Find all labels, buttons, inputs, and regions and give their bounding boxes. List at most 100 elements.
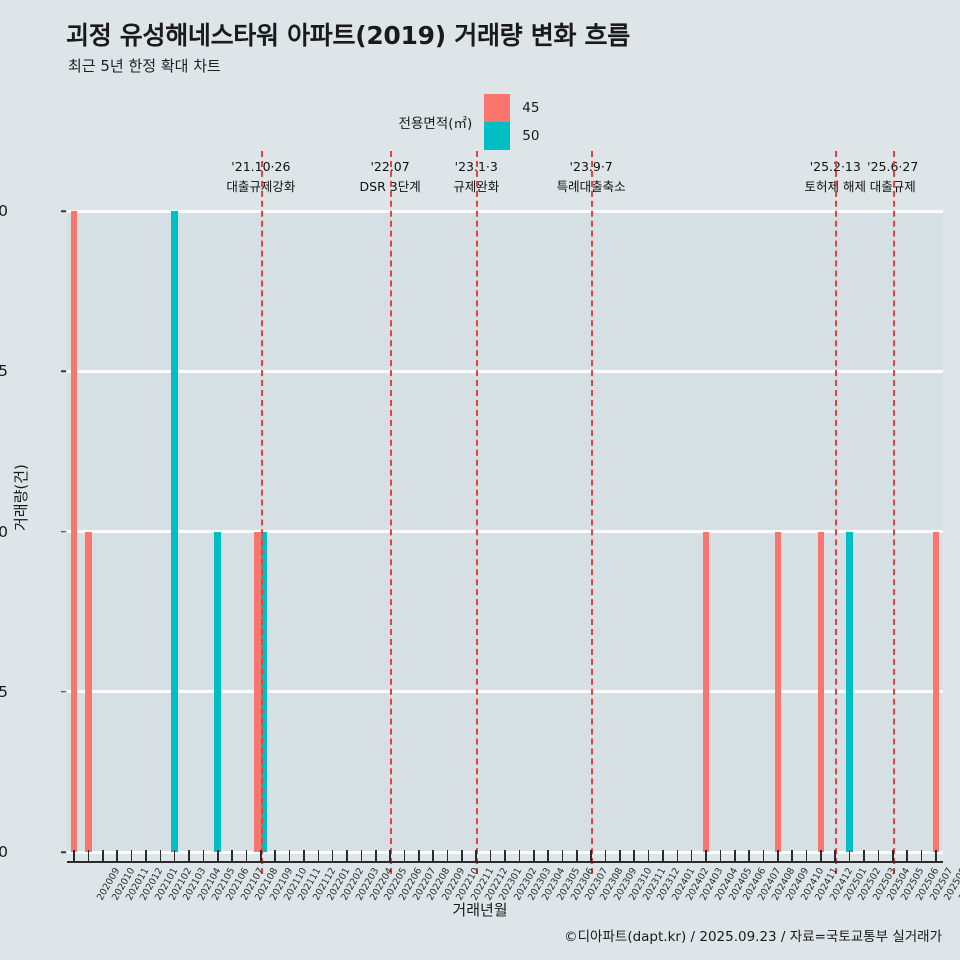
x-tick-mark	[848, 850, 851, 861]
x-tick-mark	[518, 850, 521, 861]
gridline	[67, 209, 943, 213]
y-tick-mark	[61, 691, 66, 693]
y-tick-mark	[61, 530, 66, 533]
legend-title: 전용면적(㎡)	[398, 116, 473, 132]
bar[interactable]	[846, 531, 853, 852]
y-tick-mark	[61, 210, 66, 212]
y-tick-label: 1.5	[0, 362, 8, 381]
x-tick-mark	[288, 850, 291, 861]
legend-item-45[interactable]: 45	[484, 94, 561, 122]
event-line-202207	[390, 151, 393, 874]
bar[interactable]	[702, 531, 710, 852]
x-tick-mark	[705, 850, 707, 861]
x-tick-mark	[590, 850, 592, 861]
x-tick-mark	[935, 850, 937, 861]
x-tick-mark	[418, 850, 420, 861]
x-tick-mark	[619, 850, 621, 861]
x-tick-mark	[690, 850, 693, 861]
x-tick-mark	[662, 850, 664, 861]
x-tick-mark	[733, 850, 736, 861]
x-tick-mark	[748, 850, 750, 861]
y-tick-label: 0.5	[0, 682, 8, 701]
x-tick-mark	[805, 850, 808, 861]
x-tick-mark	[504, 850, 506, 861]
x-tick-mark	[374, 850, 377, 861]
annotation-date: '25.2·13	[809, 159, 861, 174]
x-tick-mark	[216, 850, 219, 861]
x-tick-mark	[73, 850, 75, 861]
x-tick-mark	[676, 850, 679, 861]
bar[interactable]	[254, 531, 261, 852]
y-tick-mark	[61, 370, 66, 372]
x-tick-mark	[719, 850, 722, 861]
bar[interactable]	[70, 211, 78, 852]
x-axis-line	[67, 861, 943, 863]
x-tick-mark	[489, 850, 492, 861]
x-tick-mark	[130, 850, 133, 861]
x-tick-mark	[331, 850, 334, 861]
bar[interactable]	[214, 531, 222, 852]
bar[interactable]	[817, 531, 825, 852]
x-tick-mark	[920, 850, 923, 861]
legend-label-50: 50	[522, 128, 540, 144]
x-tick-mark	[604, 850, 607, 861]
x-tick-mark	[561, 850, 564, 861]
x-tick-mark	[576, 850, 578, 861]
x-tick-mark	[102, 850, 104, 861]
x-tick-mark	[231, 850, 233, 861]
bar[interactable]	[774, 531, 782, 852]
x-tick-mark	[547, 850, 549, 861]
y-tick-label: 0.0	[0, 843, 8, 861]
x-tick-mark	[633, 850, 636, 861]
y-tick-mark	[61, 851, 66, 853]
x-tick-mark	[906, 850, 908, 861]
x-tick-mark	[145, 850, 147, 861]
chart-subtitle: 최근 5년 한정 확대 차트	[68, 57, 221, 75]
gridline	[67, 369, 943, 373]
x-tick-mark	[820, 850, 822, 861]
x-axis-title: 거래년월	[452, 901, 508, 919]
x-tick-mark	[202, 850, 205, 861]
annotation-text: 대출규제	[869, 179, 916, 194]
x-tick-mark	[475, 850, 478, 861]
bar[interactable]	[932, 531, 940, 852]
legend-swatch-45	[484, 94, 511, 122]
gridline	[67, 690, 943, 694]
x-tick-mark	[274, 850, 277, 861]
legend-items: 45 50	[484, 94, 561, 150]
event-line-202502	[835, 151, 838, 874]
event-line-202110	[260, 151, 263, 874]
event-line-202301	[476, 151, 479, 874]
x-tick-mark	[432, 850, 434, 861]
x-tick-mark	[260, 850, 262, 861]
page-title: 괴정 유성해네스타워 아파트(2019) 거래량 변화 흐름	[66, 21, 630, 50]
bar[interactable]	[85, 531, 92, 852]
x-tick-mark	[173, 850, 176, 861]
x-tick-mark	[834, 850, 837, 861]
chart-legend: 전용면적(㎡) 45 50	[0, 94, 960, 150]
x-tick-mark	[777, 850, 779, 861]
footer-credit: ©디아파트(dapt.kr) / 2025.09.23 / 자료=국토교통부 실…	[564, 929, 942, 945]
y-axis-title: 거래량(건)	[12, 464, 30, 531]
x-tick-mark	[403, 850, 406, 861]
x-tick-mark	[532, 850, 535, 861]
legend-swatch-50	[484, 122, 511, 150]
x-tick-mark	[188, 850, 190, 861]
x-tick-mark	[877, 850, 880, 861]
x-tick-mark	[647, 850, 650, 861]
bar[interactable]	[171, 211, 178, 852]
x-tick-mark	[891, 850, 894, 861]
x-tick-mark	[116, 850, 119, 861]
bar[interactable]	[260, 531, 268, 852]
y-tick-label: 1.0	[0, 522, 8, 541]
x-tick-mark	[346, 850, 348, 861]
x-tick-mark	[446, 850, 449, 861]
legend-item-50[interactable]: 50	[484, 122, 561, 150]
plot-area	[67, 151, 943, 874]
x-tick-mark	[461, 850, 463, 861]
x-tick-mark	[389, 850, 391, 861]
x-tick-mark	[87, 850, 90, 861]
x-tick-mark	[245, 850, 248, 861]
x-tick-mark	[762, 850, 765, 861]
legend-label-45: 45	[522, 100, 540, 116]
